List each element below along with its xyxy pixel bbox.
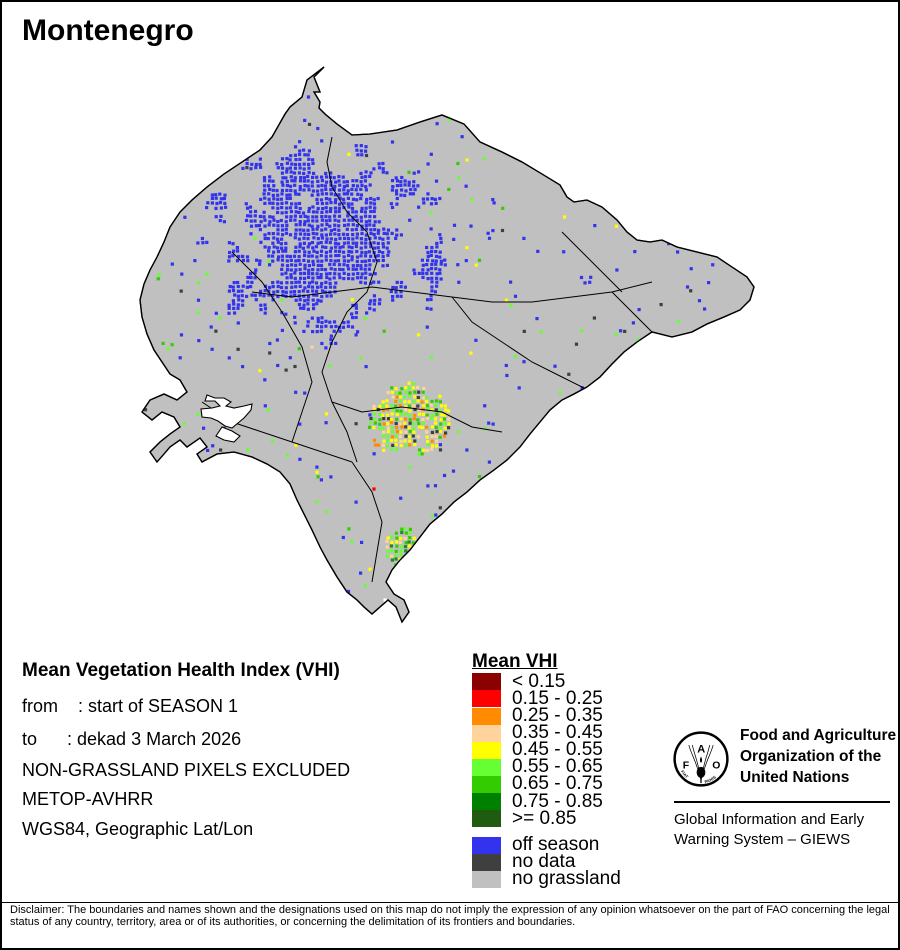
svg-text:O: O bbox=[712, 760, 720, 771]
svg-text:A: A bbox=[697, 744, 705, 756]
